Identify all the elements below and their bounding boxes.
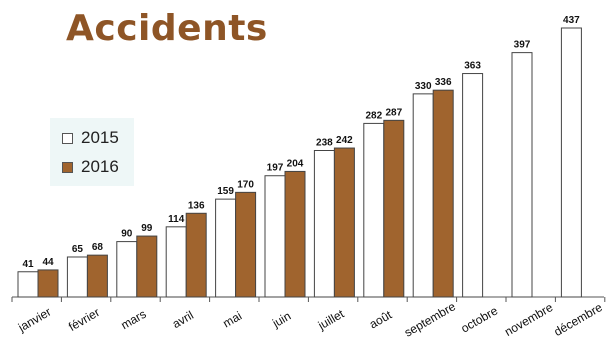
data-label-2016-février: 68 xyxy=(92,242,104,253)
bar-2016-avril xyxy=(185,212,207,298)
data-label-2015-janvier: 41 xyxy=(22,259,34,270)
chart-title: Accidents xyxy=(66,8,268,49)
data-label-2015-juin: 197 xyxy=(267,163,284,174)
x-tick-label-mai: mai xyxy=(220,309,244,331)
bar-2016-juin xyxy=(284,170,306,298)
bar-2015-février xyxy=(66,256,88,298)
data-label-2016-août: 287 xyxy=(385,107,402,118)
x-tick-label-septembre: septembre xyxy=(402,299,458,340)
bar-2016-mai xyxy=(235,191,257,298)
data-label-2015-septembre: 330 xyxy=(415,81,432,92)
x-tick-label-juillet: juillet xyxy=(315,306,347,333)
bar-2016-janvier xyxy=(37,269,59,298)
data-label-2016-juillet: 242 xyxy=(336,135,353,146)
bar-2015-octobre xyxy=(462,73,484,298)
data-label-2015-décembre: 437 xyxy=(563,15,580,26)
bar-2015-mai xyxy=(215,198,237,298)
legend-item-2015: 2015 xyxy=(62,128,119,148)
x-tick-label-février: février xyxy=(66,305,102,334)
x-tick-label-mars: mars xyxy=(118,307,148,332)
data-label-2015-novembre: 397 xyxy=(514,40,531,51)
x-tick-label-octobre: octobre xyxy=(458,303,500,335)
legend-label-2016: 2016 xyxy=(81,157,119,176)
data-label-2015-avril: 114 xyxy=(168,214,185,225)
data-label-2016-septembre: 336 xyxy=(435,77,452,88)
x-tick-label-novembre: novembre xyxy=(502,300,555,339)
bar-2016-août xyxy=(383,119,405,298)
bar-2015-juin xyxy=(264,175,286,298)
bar-2015-décembre xyxy=(560,27,582,298)
bar-2015-novembre xyxy=(511,52,533,298)
data-label-2016-janvier: 44 xyxy=(42,257,54,268)
legend: 2015 2016 xyxy=(50,118,134,186)
bar-2015-juillet xyxy=(313,149,335,298)
data-label-2015-août: 282 xyxy=(365,110,382,121)
x-tick-label-janvier: janvier xyxy=(15,305,53,335)
bar-2016-février xyxy=(86,254,108,298)
bar-2016-mars xyxy=(136,235,158,298)
x-tick-label-août: août xyxy=(367,307,395,331)
data-label-2015-février: 65 xyxy=(72,244,84,255)
bar-2015-mars xyxy=(116,241,138,298)
data-label-2015-mars: 90 xyxy=(121,229,133,240)
bar-2015-janvier xyxy=(17,271,39,298)
x-tick-label-décembre: décembre xyxy=(551,300,604,339)
bar-2015-septembre xyxy=(412,93,434,298)
data-label-2015-mai: 159 xyxy=(217,186,234,197)
data-label-2016-juin: 204 xyxy=(287,158,304,169)
legend-item-2016: 2016 xyxy=(62,157,119,177)
data-label-2016-avril: 136 xyxy=(188,200,205,211)
legend-swatch-2016 xyxy=(62,161,73,173)
data-label-2016-mars: 99 xyxy=(141,223,153,234)
x-tick-label-juin: juin xyxy=(269,309,293,331)
bar-2015-avril xyxy=(165,226,187,298)
data-label-2015-octobre: 363 xyxy=(464,61,481,72)
legend-label-2015: 2015 xyxy=(81,128,119,147)
legend-swatch-2015 xyxy=(62,132,73,144)
bar-2016-juillet xyxy=(333,147,355,298)
x-tick-label-avril: avril xyxy=(170,308,196,331)
data-label-2016-mai: 170 xyxy=(237,179,254,190)
data-label-2015-juillet: 238 xyxy=(316,137,333,148)
bar-2015-août xyxy=(363,122,385,298)
bar-2016-septembre xyxy=(432,89,454,298)
